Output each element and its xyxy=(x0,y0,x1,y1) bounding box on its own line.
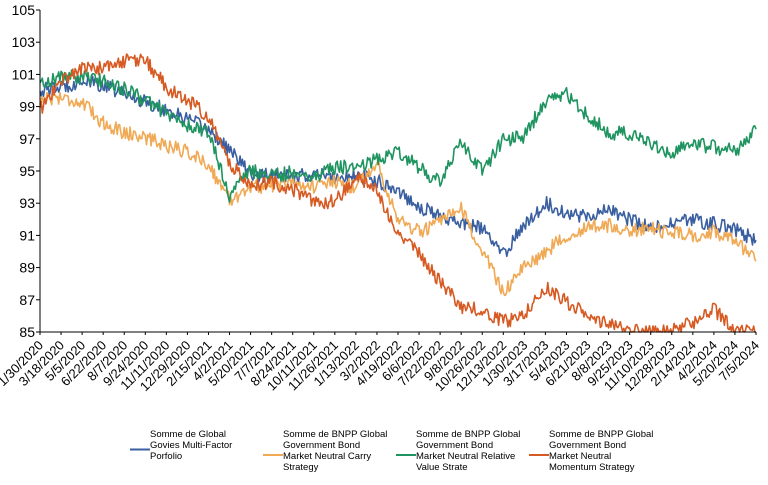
y-tick-label: 103 xyxy=(12,34,36,50)
y-tick-label: 97 xyxy=(19,131,35,147)
legend: Somme de Global Govies Multi-Factor Porfol… xyxy=(130,429,653,473)
series-line xyxy=(39,69,757,203)
y-tick-label: 101 xyxy=(12,66,36,82)
y-tick-label: 87 xyxy=(19,292,35,308)
y-tick-label: 85 xyxy=(19,324,35,340)
legend-label: Somme de Global Govies Multi-Factor Porfol… xyxy=(150,429,232,462)
legend-label: Somme de BNPP Global Government Bond Marke… xyxy=(416,429,520,473)
legend-label: Somme de BNPP Global Government Bond Marke… xyxy=(549,429,653,473)
y-tick-label: 93 xyxy=(19,195,35,211)
y-tick-label: 95 xyxy=(19,163,35,179)
y-tick-label: 89 xyxy=(19,260,35,276)
series-line xyxy=(39,91,757,297)
y-axis-ticks: 85 87 89 91 93 95 97 99 101 103 105 xyxy=(12,2,40,340)
y-tick-label: 91 xyxy=(19,227,35,243)
legend-label: Somme de BNPP Global Government Bond Marke… xyxy=(283,429,387,473)
y-tick-label: 105 xyxy=(12,2,36,18)
series-layer xyxy=(39,53,757,333)
x-axis-ticks: 1/30/20203/18/20205/5/20206/22/20208/7/2… xyxy=(0,332,762,394)
y-tick-label: 99 xyxy=(19,99,35,115)
series-line xyxy=(39,53,756,333)
series-line xyxy=(39,74,757,258)
